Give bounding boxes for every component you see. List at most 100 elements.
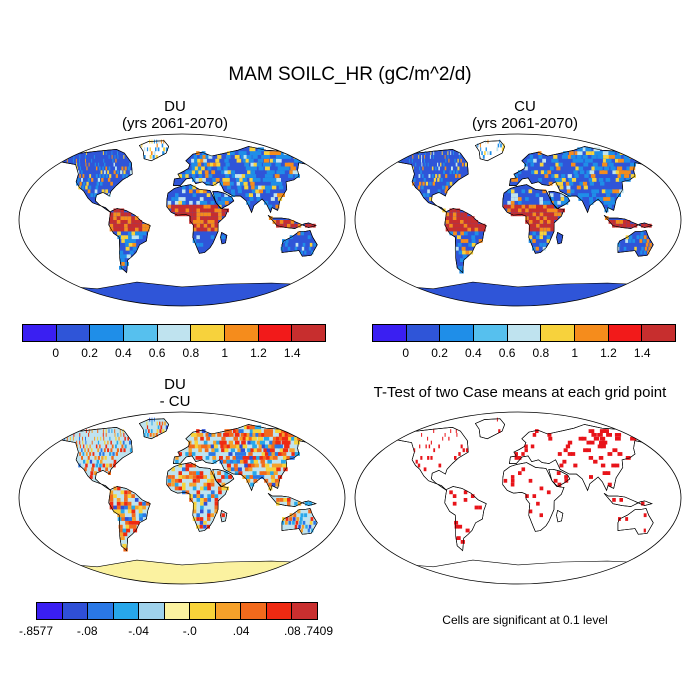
colorbar-swatch <box>113 603 140 619</box>
grid-cell <box>426 193 430 197</box>
grid-cell <box>189 471 193 475</box>
grid-cell <box>255 433 261 437</box>
grid-cell <box>174 200 179 205</box>
grid-cell <box>624 158 631 163</box>
grid-cell <box>438 174 441 178</box>
grid-cell <box>109 216 114 220</box>
grid-cell <box>232 429 238 433</box>
grid-cell <box>532 231 536 236</box>
grid-cell <box>474 505 479 510</box>
grid-cell <box>474 223 479 228</box>
grid-cell <box>592 193 597 197</box>
map-cu <box>354 133 682 307</box>
grid-cell <box>200 505 204 510</box>
grid-cell <box>73 433 75 437</box>
grid-cell <box>609 155 615 159</box>
grid-cell <box>430 456 433 460</box>
grid-cell <box>310 517 314 521</box>
grid-cell <box>135 227 139 232</box>
grid-cell <box>224 429 229 433</box>
grid-cell <box>294 501 298 506</box>
grid-cell <box>514 193 518 197</box>
grid-cell <box>244 162 249 167</box>
grid-cell <box>224 158 229 163</box>
grid-cell <box>199 197 204 201</box>
grid-cell <box>258 166 264 171</box>
grid-cell <box>178 212 182 217</box>
grid-cell <box>159 429 162 433</box>
grid-cell <box>248 467 253 472</box>
grid-cell <box>594 189 599 194</box>
grid-cell <box>572 158 578 163</box>
grid-cell <box>461 246 466 251</box>
grid-cell <box>532 216 537 220</box>
grid-cell <box>221 436 226 441</box>
colorbar-tick-label: -.08 <box>76 624 98 638</box>
grid-cell <box>199 475 204 479</box>
grid-cell <box>207 517 211 521</box>
grid-cell <box>525 212 529 217</box>
grid-cell <box>129 162 131 167</box>
grid-cell <box>450 151 452 155</box>
grid-cell <box>578 166 584 171</box>
grid-cell <box>210 212 215 217</box>
grid-cell <box>603 197 608 201</box>
grid-cell <box>307 528 310 533</box>
grid-cell <box>276 467 281 472</box>
grid-cell <box>264 155 270 159</box>
grid-cell <box>251 463 256 468</box>
grid-cell <box>293 155 301 159</box>
coastline <box>138 418 170 440</box>
grid-cell <box>231 193 236 197</box>
grid-cell <box>644 246 648 251</box>
grid-cell <box>192 185 196 190</box>
grid-cell <box>223 459 227 464</box>
grid-cell <box>400 155 402 159</box>
grid-cell <box>536 227 540 232</box>
grid-cell <box>551 158 556 163</box>
grid-cell <box>85 452 88 456</box>
grid-cell <box>219 181 224 186</box>
grid-cell <box>240 181 245 186</box>
grid-cell <box>577 193 582 197</box>
grid-cell <box>258 444 264 449</box>
grid-cell <box>225 162 230 167</box>
grid-cell <box>412 155 414 159</box>
grid-cell <box>433 429 435 433</box>
grid-cell <box>503 204 508 209</box>
grid-cell <box>262 178 268 182</box>
grid-cell <box>602 158 609 163</box>
grid-cell <box>447 151 449 155</box>
grid-cell <box>105 467 108 472</box>
grid-cell <box>567 440 573 445</box>
grid-cell <box>226 155 231 159</box>
grid-cell <box>123 170 126 175</box>
grid-cell <box>540 170 545 175</box>
grid-cell <box>257 158 263 163</box>
grid-cell <box>254 425 262 430</box>
grid-cell <box>474 231 479 236</box>
grid-cell <box>625 178 631 182</box>
grid-cell <box>86 444 88 449</box>
grid-cell <box>292 151 300 155</box>
grid-cell <box>178 197 182 201</box>
grid-cell <box>217 193 221 197</box>
grid-cell <box>305 501 309 506</box>
grid-cell <box>192 212 197 217</box>
grid-cell <box>100 459 103 464</box>
grid-cell <box>188 444 192 449</box>
grid-cell <box>222 440 227 445</box>
panel-cu-title-line1: CU <box>514 98 536 115</box>
grid-cell <box>182 475 186 479</box>
grid-cell <box>204 448 209 453</box>
grid-cell <box>486 151 489 155</box>
grid-cell <box>448 436 450 441</box>
grid-cell <box>171 467 175 472</box>
grid-cell <box>264 200 269 205</box>
grid-cell <box>116 448 119 453</box>
grid-cell <box>274 452 280 456</box>
grid-cell <box>550 204 554 209</box>
colorbar-swatch <box>241 603 267 619</box>
grid-cell <box>591 433 597 437</box>
grid-cell <box>117 151 118 155</box>
